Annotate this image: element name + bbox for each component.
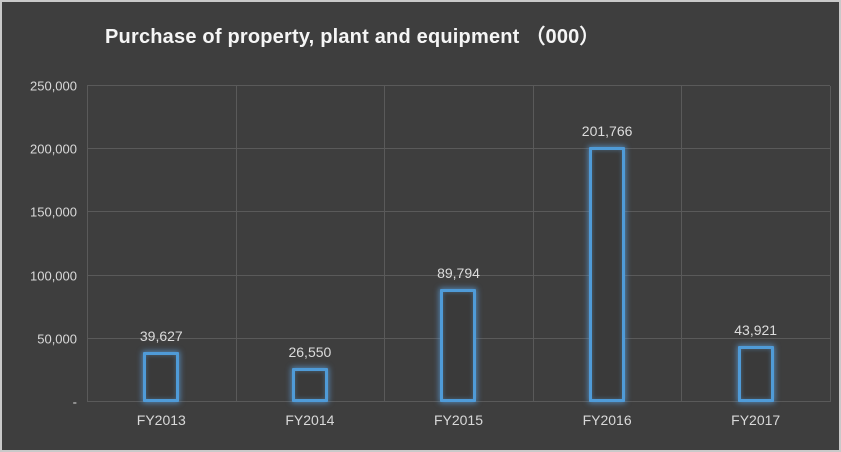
x-axis-tick-label: FY2014 (285, 412, 335, 428)
x-axis-tick-label: FY2015 (433, 412, 484, 428)
data-label: 39,627 (139, 328, 183, 344)
x-axis-tick-label: FY2016 (582, 412, 632, 428)
y-axis-tick-label: 250,000 (30, 78, 77, 94)
data-label: 201,766 (581, 123, 633, 139)
bar-fy2014 (291, 368, 328, 402)
category-cell: 43,921 FY2017 (681, 86, 830, 428)
bar-fy2013 (143, 352, 180, 402)
data-label: 26,550 (288, 344, 332, 360)
gridline-vertical (235, 86, 237, 402)
gridline-vertical (87, 86, 88, 402)
gridline (87, 274, 830, 276)
category-cell: 26,550 FY2014 (236, 86, 385, 428)
gridline (87, 148, 830, 150)
gridline-vertical (830, 86, 831, 402)
gridline-vertical (681, 86, 683, 402)
y-axis-tick-label: - (72, 394, 77, 410)
gridline-vertical (384, 86, 386, 402)
category-cell: 39,627 FY2013 (87, 86, 236, 428)
y-axis-tick-label: 200,000 (30, 141, 77, 157)
bar-fy2017 (737, 346, 774, 402)
gridline (87, 85, 830, 86)
y-axis-tick-label: 100,000 (30, 268, 77, 284)
chart-title: Purchase of property, plant and equipmen… (105, 26, 600, 48)
category-cell: 201,766 FY2016 (533, 86, 682, 428)
y-axis-tick-label: 150,000 (30, 204, 77, 220)
gridline (87, 211, 830, 213)
bar-fy2015 (440, 289, 477, 402)
plot-area: 250,000 200,000 150,000 100,000 50,000-39,62… (30, 79, 831, 428)
y-axis-tick-label: 50,000 (37, 331, 77, 347)
gridline-vertical (532, 86, 534, 402)
x-axis-tick-label: FY2017 (731, 412, 781, 428)
category-cell: 89,794 FY2015 (384, 86, 533, 428)
data-label: 43,921 (734, 322, 778, 338)
bar-fy2016 (589, 147, 626, 402)
data-label: 89,794 (437, 265, 480, 281)
x-axis-tick-label: FY2013 (136, 412, 186, 428)
